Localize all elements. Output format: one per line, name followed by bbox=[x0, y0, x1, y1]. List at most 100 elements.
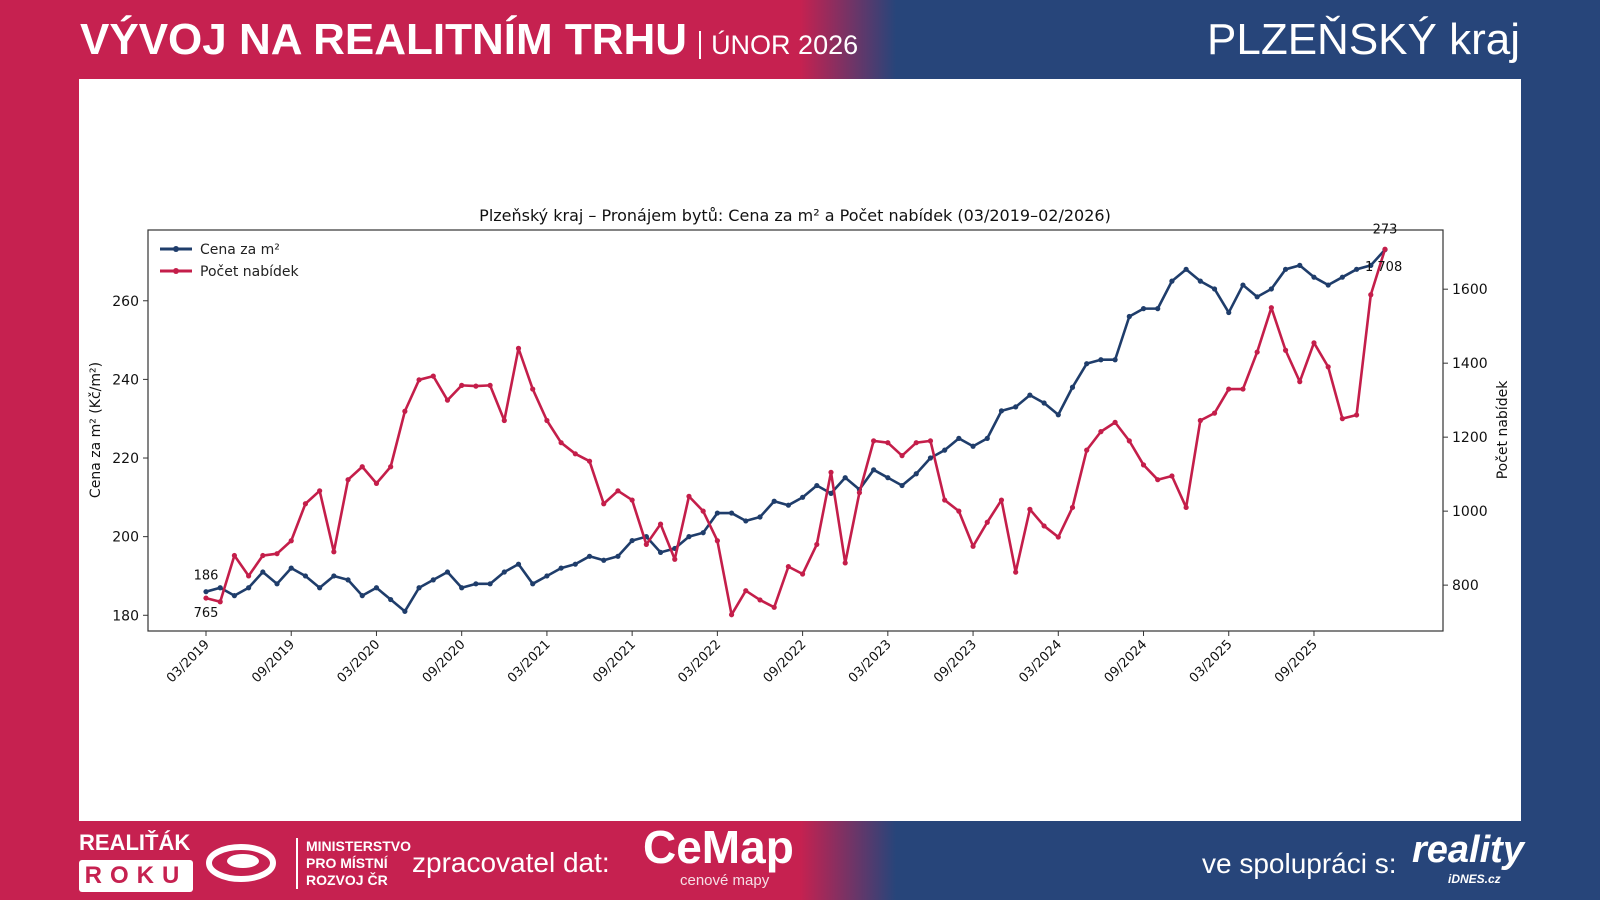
price-point bbox=[1069, 384, 1076, 390]
x-tick-label: 09/2021 bbox=[590, 637, 639, 686]
count-point bbox=[743, 588, 749, 594]
processor-label: zpracovatel dat: bbox=[412, 847, 610, 878]
count-point bbox=[1112, 419, 1118, 425]
count-point bbox=[317, 488, 323, 494]
price-point bbox=[487, 581, 493, 587]
count-point bbox=[1069, 504, 1076, 511]
ministry-line: ROZVOJ ČR bbox=[306, 872, 388, 888]
reality-idnes-logo-sub: iDNES.cz bbox=[1448, 872, 1501, 886]
price-point bbox=[871, 467, 877, 473]
ministry-emblem-icon bbox=[206, 844, 276, 882]
price-point bbox=[1169, 278, 1175, 284]
ministry-line: MINISTERSTVO bbox=[306, 838, 412, 854]
count-point bbox=[572, 451, 578, 457]
count-point bbox=[913, 440, 919, 446]
price-point bbox=[785, 502, 791, 508]
count-point bbox=[984, 519, 990, 525]
price-point bbox=[359, 593, 365, 599]
annotation-count-last: 1 708 bbox=[1365, 260, 1402, 275]
y2-tick-label: 1400 bbox=[1452, 356, 1488, 372]
count-point bbox=[1055, 534, 1061, 540]
count-point bbox=[1254, 349, 1260, 355]
price-point bbox=[586, 553, 593, 559]
y2-axis-label: Počet nabídek bbox=[1495, 380, 1511, 479]
header-divider bbox=[699, 31, 702, 59]
annotation-count-first: 765 bbox=[194, 606, 219, 621]
count-point bbox=[1268, 305, 1274, 311]
price-point bbox=[1112, 357, 1118, 363]
price-point bbox=[970, 443, 976, 449]
count-point bbox=[1353, 412, 1360, 418]
price-point bbox=[1226, 309, 1232, 316]
count-point bbox=[1041, 523, 1047, 529]
price-point bbox=[1282, 266, 1289, 272]
roku-logo: ROKU bbox=[79, 860, 193, 892]
count-point bbox=[856, 490, 863, 496]
price-point bbox=[998, 408, 1005, 414]
price-point bbox=[800, 494, 806, 500]
count-point bbox=[1183, 504, 1189, 511]
count-point bbox=[814, 541, 820, 548]
price-point bbox=[1013, 404, 1019, 410]
y2-tick-label: 1600 bbox=[1452, 282, 1488, 298]
price-point bbox=[302, 573, 309, 579]
price-point bbox=[1041, 400, 1047, 406]
count-point bbox=[714, 538, 720, 544]
price-point bbox=[629, 537, 635, 544]
y2-tick-label: 1200 bbox=[1452, 430, 1488, 446]
count-point bbox=[657, 521, 664, 527]
count-point bbox=[942, 497, 948, 503]
price-point bbox=[1155, 306, 1161, 312]
count-point bbox=[700, 508, 706, 514]
count-point bbox=[1084, 447, 1090, 453]
price-point bbox=[913, 471, 919, 477]
count-point bbox=[444, 397, 451, 403]
legend: Cena za m² Počet nabídek bbox=[160, 242, 299, 280]
chart-panel bbox=[79, 79, 1521, 821]
y2-tick-label: 1000 bbox=[1452, 504, 1488, 520]
header-region: PLZEŇSKÝ kraj bbox=[1207, 15, 1520, 64]
count-line bbox=[205, 248, 1387, 617]
price-point bbox=[260, 569, 266, 575]
price-point bbox=[828, 490, 834, 497]
price-point bbox=[743, 518, 749, 524]
price-point bbox=[686, 534, 692, 540]
x-tick-label: 09/2020 bbox=[420, 637, 469, 686]
count-point bbox=[388, 464, 394, 470]
price-point bbox=[1027, 392, 1033, 398]
price-point bbox=[1353, 266, 1360, 272]
count-point bbox=[558, 440, 564, 446]
price-point bbox=[1297, 262, 1303, 268]
count-point bbox=[1297, 379, 1303, 385]
count-point bbox=[274, 551, 280, 557]
count-point bbox=[842, 560, 848, 566]
x-tick-label: 09/2022 bbox=[761, 637, 810, 686]
count-point bbox=[757, 597, 763, 603]
price-point bbox=[657, 549, 664, 555]
count-point bbox=[643, 541, 649, 548]
x-tick-label: 03/2021 bbox=[505, 637, 554, 686]
price-point bbox=[473, 581, 479, 587]
annotation-price-last: 273 bbox=[1373, 223, 1398, 238]
count-point bbox=[1013, 569, 1019, 575]
count-point bbox=[629, 497, 635, 503]
x-tick-label: 09/2024 bbox=[1102, 637, 1151, 686]
x-tick-label: 03/2022 bbox=[675, 637, 724, 686]
count-point bbox=[345, 477, 351, 483]
price-point bbox=[444, 569, 451, 575]
count-point bbox=[373, 480, 380, 486]
price-point bbox=[530, 581, 536, 587]
count-point bbox=[416, 377, 422, 383]
count-point bbox=[601, 501, 607, 507]
y-tick-label: 180 bbox=[112, 608, 139, 624]
price-point bbox=[288, 565, 294, 571]
plot-frame bbox=[147, 229, 1444, 632]
chart-title: Plzeňský kraj – Pronájem bytů: Cena za m… bbox=[479, 206, 1111, 225]
price-point bbox=[1211, 286, 1218, 292]
price-point bbox=[459, 585, 465, 591]
price-point bbox=[700, 530, 706, 536]
count-point bbox=[302, 501, 309, 507]
count-point bbox=[544, 417, 550, 424]
price-point bbox=[515, 561, 522, 567]
